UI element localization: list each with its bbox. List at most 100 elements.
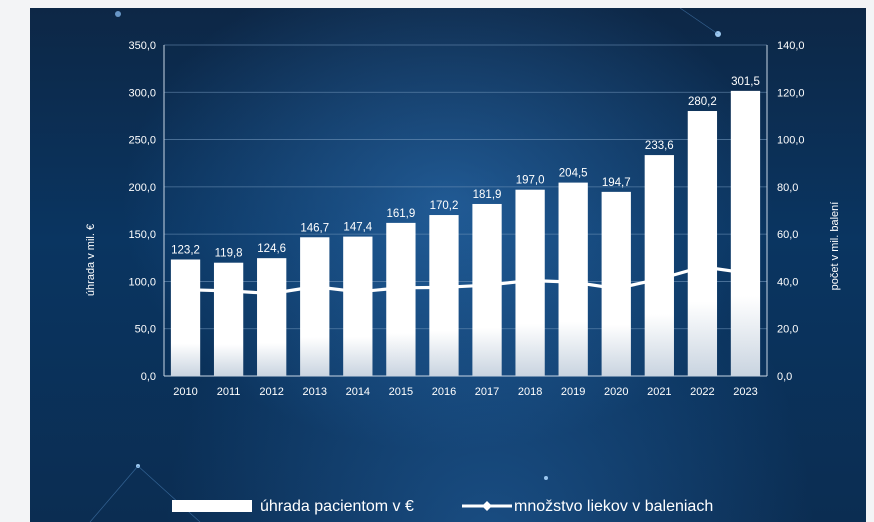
x-tick-label: 2020 [604, 386, 628, 398]
bar [730, 90, 761, 377]
line-value-label: 34,9 [261, 306, 282, 318]
bar-value-label: 119,8 [215, 248, 243, 260]
y-tick-label: 300,0 [128, 87, 156, 99]
line-point [266, 288, 277, 299]
x-tick-label: 2014 [346, 386, 370, 398]
x-axis: 2010 2011 2012 2013 2014 2015 2016 2017 2018 2019… [173, 386, 757, 398]
y2-tick-label: 80,0 [777, 182, 798, 194]
line-point [740, 267, 751, 278]
line-point [568, 277, 579, 288]
bar [687, 111, 718, 376]
line-point [482, 280, 493, 291]
bar-value-label: 233,6 [645, 140, 674, 152]
bar [343, 236, 373, 376]
bar-value-label: 204,5 [559, 168, 588, 180]
bar-value-label: 170,2 [430, 200, 459, 212]
bar [386, 222, 416, 376]
bar-value-label: 280,2 [688, 96, 717, 108]
line-value-label: 37,8 [304, 300, 325, 312]
y2-axis-title: počet v mil. balení [829, 202, 841, 291]
line-value-label: 46,2 [692, 280, 713, 292]
y-axis-right: 0,0 20,0 40,0 60,0 80,0 100,0 120,0 140,0 [777, 40, 805, 383]
y2-tick-label: 40,0 [777, 276, 798, 288]
x-tick-label: 2022 [690, 386, 714, 398]
line-point [352, 286, 363, 297]
y-tick-label: 200,0 [128, 182, 156, 194]
line-labels: 36,5 36,0 34,9 37,8 35,6 37,3 37,5 38,4 40,4 39,7… [175, 280, 756, 319]
y-tick-label: 150,0 [128, 229, 156, 241]
combo-chart: 123,2 119,8 124,6 146,7 147,4 161,9 170,2 181,9… [85, 8, 841, 522]
line-value-label: 37,0 [606, 302, 627, 314]
y2-tick-label: 100,0 [777, 135, 805, 147]
gridlines [163, 44, 768, 377]
bar-series [170, 90, 761, 377]
bar-value-label: 161,9 [387, 208, 416, 220]
bar [170, 259, 201, 376]
x-tick-label: 2012 [259, 386, 283, 398]
y2-tick-label: 140,0 [777, 40, 805, 52]
line-value-label: 35,6 [347, 305, 368, 317]
legend-line-label: množstvo liekov v baleniach [514, 498, 713, 515]
bar [213, 262, 244, 376]
y-tick-label: 350,0 [128, 40, 156, 52]
y-axis-title: úhrada v mil. € [85, 224, 97, 296]
line-point [180, 284, 191, 295]
line-point [611, 283, 622, 294]
x-tick-label: 2010 [173, 386, 197, 398]
line-point [438, 282, 449, 293]
line-value-label: 41,0 [649, 292, 670, 304]
x-tick-label: 2017 [475, 386, 499, 398]
line-value-label: 37,3 [390, 301, 411, 313]
line-value-label: 37,5 [433, 300, 454, 312]
bar-value-label: 301,5 [731, 76, 760, 88]
line-value-label: 38,4 [476, 298, 497, 310]
decor-line [89, 465, 139, 522]
y2-tick-label: 0,0 [777, 371, 792, 383]
line-point [309, 281, 320, 292]
line-value-label: 39,7 [562, 295, 583, 307]
legend-bar-swatch [172, 500, 252, 512]
x-tick-label: 2016 [432, 386, 456, 398]
line-point [395, 282, 406, 293]
line-value-label: 43,6 [735, 286, 756, 298]
line-point [223, 285, 234, 296]
line-point [697, 261, 708, 272]
y-tick-label: 100,0 [128, 276, 156, 288]
legend-line-marker [482, 501, 492, 511]
x-tick-label: 2018 [518, 386, 542, 398]
line-point [654, 274, 665, 285]
decor-star [115, 11, 121, 17]
line-series [180, 261, 751, 299]
bar [644, 155, 674, 376]
legend-bar-label: úhrada pacientom v € [260, 498, 414, 515]
legend: úhrada pacientom v € množstvo liekov v b… [172, 498, 713, 515]
bar [257, 258, 287, 376]
x-tick-label: 2013 [303, 386, 327, 398]
bar-value-label: 147,4 [343, 222, 372, 234]
x-tick-label: 2015 [389, 386, 413, 398]
series-line [185, 265, 746, 296]
bar-value-label: 124,6 [257, 243, 286, 255]
bar-labels: 123,2 119,8 124,6 146,7 147,4 161,9 170,2 181,9… [171, 76, 760, 260]
bar [429, 215, 459, 376]
decor-line [679, 8, 719, 35]
decor-star [544, 476, 548, 480]
line-point [525, 275, 536, 286]
chart-panel: 123,2 119,8 124,6 146,7 147,4 161,9 170,2 181,9… [30, 8, 866, 522]
y-axis-left: 0,0 50,0 100,0 150,0 200,0 250,0 300,0 350,0 [128, 40, 156, 383]
y2-tick-label: 60,0 [777, 229, 798, 241]
bar [300, 237, 330, 376]
line-value-label: 36,0 [218, 304, 239, 316]
decor-line [137, 465, 201, 522]
x-tick-label: 2019 [561, 386, 585, 398]
y-tick-label: 250,0 [128, 135, 156, 147]
x-tick-label: 2023 [733, 386, 757, 398]
y-tick-label: 0,0 [141, 371, 156, 383]
x-tick-label: 2011 [217, 386, 241, 398]
line-value-label: 36,5 [175, 303, 196, 315]
y2-tick-label: 120,0 [777, 87, 805, 99]
bar-value-label: 197,0 [516, 175, 545, 187]
line-value-label: 40,4 [519, 293, 540, 305]
bar-value-label: 181,9 [473, 189, 502, 201]
bar-value-label: 194,7 [602, 177, 631, 189]
